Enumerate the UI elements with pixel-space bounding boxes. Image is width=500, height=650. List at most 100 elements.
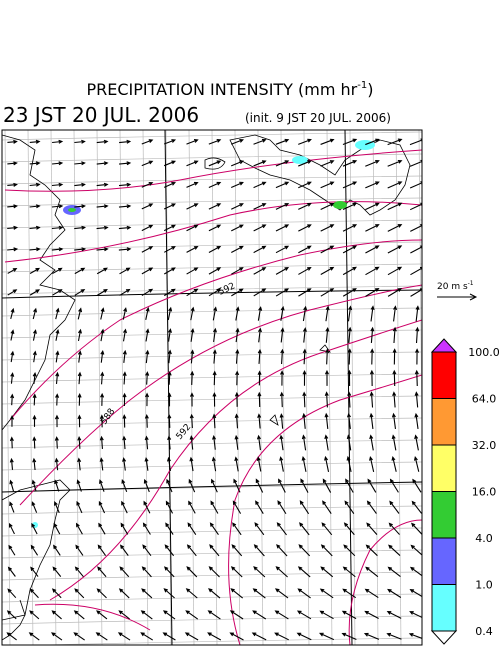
colorbar-segment <box>431 351 457 399</box>
wind-arrow <box>255 478 264 493</box>
wind-arrow <box>253 224 267 232</box>
wind-arrow <box>370 326 375 344</box>
valid-time: 23 JST 20 JUL. 2006 <box>3 103 199 127</box>
wind-arrow <box>280 327 285 343</box>
wind-arrow <box>122 392 127 407</box>
wind-arrow <box>278 478 286 493</box>
wind-arrow <box>184 632 199 641</box>
wind-arrow <box>387 138 403 146</box>
wind-arrow <box>279 391 284 408</box>
wind-arrow <box>208 181 222 188</box>
wind-arrow <box>413 455 420 472</box>
wind-arrow <box>253 267 267 275</box>
wind-arrow <box>409 611 422 619</box>
wind-arrow <box>119 288 131 296</box>
wind-arrow <box>274 588 289 599</box>
wind-arrow <box>52 289 63 296</box>
wind-arrow <box>393 305 398 322</box>
wind-arrow <box>51 610 62 620</box>
wind-arrow <box>163 224 176 232</box>
wind-arrow <box>77 393 82 406</box>
wind-arrow <box>97 566 107 578</box>
wind-arrow <box>386 632 402 640</box>
wind-arrow <box>230 160 244 167</box>
wind-arrow <box>96 161 109 166</box>
wind-arrow <box>414 434 419 451</box>
wind-arrow <box>9 414 15 427</box>
wind-arrow <box>346 455 352 472</box>
init-time: (init. 9 JST 20 JUL. 2006) <box>245 111 391 125</box>
wind-arrow <box>363 632 380 640</box>
wind-arrow <box>119 267 131 275</box>
grid-line <box>2 527 422 537</box>
wind-arrow <box>235 306 240 321</box>
wind-arrow <box>51 225 64 230</box>
wind-arrow <box>387 202 403 211</box>
wind-arrow <box>77 328 82 342</box>
wind-arrow <box>74 566 84 578</box>
wind-arrow <box>212 349 217 364</box>
wind-arrow <box>298 544 311 557</box>
wind-arrow <box>369 391 374 408</box>
wind-arrow <box>347 326 352 343</box>
wind-arrow <box>55 393 60 406</box>
wind-arrow <box>342 224 358 232</box>
wind-arrow <box>51 632 63 641</box>
wind-arrow <box>212 392 217 407</box>
wind-arrow <box>277 500 287 515</box>
wind-arrow <box>74 267 86 275</box>
wind-arrow <box>392 391 397 408</box>
wind-arrow <box>143 500 151 514</box>
wind-arrow <box>96 139 109 144</box>
wind-arrow <box>212 306 218 321</box>
wind-arrow <box>364 610 379 619</box>
wind-arrow <box>141 203 154 210</box>
wind-arrow <box>162 610 176 620</box>
wind-arrow <box>387 588 402 598</box>
wind-arrow <box>298 224 312 232</box>
grid-line <box>2 395 422 405</box>
wind-arrow <box>186 288 199 297</box>
grid-line <box>234 130 241 645</box>
wind-arrow <box>234 434 239 450</box>
wind-arrow <box>31 522 38 535</box>
wind-arrow <box>322 500 332 515</box>
wind-arrow <box>208 566 220 578</box>
wind-arrow <box>347 391 352 408</box>
grid-line <box>4 130 11 645</box>
wind-arrow <box>231 288 244 297</box>
wind-arrow <box>387 566 401 577</box>
wind-arrow <box>301 455 307 472</box>
grid-line <box>119 130 126 645</box>
wind-arrow <box>31 479 37 492</box>
wind-arrow <box>392 348 397 365</box>
wind-arrow <box>253 138 267 145</box>
wind-arrow <box>208 288 222 297</box>
title-exponent: -1 <box>357 80 367 91</box>
wind-arrow <box>343 522 355 536</box>
wind-arrow <box>143 478 150 493</box>
wind-arrow <box>167 435 172 450</box>
wind-arrow <box>144 435 149 450</box>
grid-line <box>303 130 310 645</box>
wind-arrow <box>208 203 222 210</box>
wind-arrow <box>415 326 420 344</box>
wind-arrow <box>76 479 82 492</box>
wind-arrow <box>141 246 154 253</box>
wind-arrow <box>9 436 14 449</box>
wind-arrow <box>387 245 403 254</box>
wind-arrow <box>164 566 175 578</box>
wind-arrow <box>298 138 312 145</box>
wind-arrow <box>414 412 419 430</box>
wind-arrow <box>252 588 266 599</box>
wind-arrow <box>96 204 109 209</box>
colorbar-segment <box>431 584 457 632</box>
wind-arrow <box>231 224 244 232</box>
wind-arrow <box>302 412 307 429</box>
wind-arrow <box>208 138 222 145</box>
wind-arrow <box>163 267 176 275</box>
wind-arrow <box>74 204 86 209</box>
wind-arrow <box>302 327 307 343</box>
wind-arrow <box>99 435 104 449</box>
wind-arrow <box>141 224 154 232</box>
